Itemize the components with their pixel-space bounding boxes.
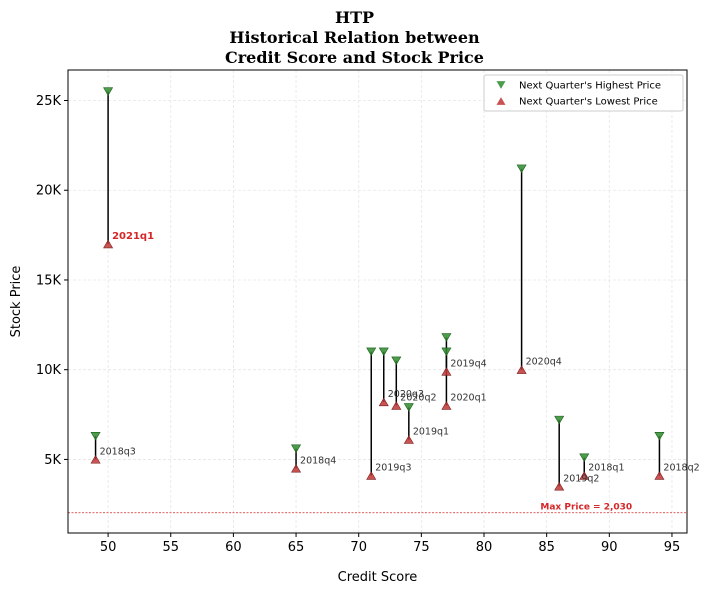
- y-tick-label: 10K: [36, 363, 62, 378]
- chart-title-line-2: Historical Relation between: [229, 28, 480, 47]
- quarter-label: 2018q3: [100, 446, 136, 457]
- y-tick-label: 20K: [36, 184, 62, 199]
- low-price-marker: [366, 471, 377, 480]
- x-axis-label: Credit Score: [338, 570, 418, 585]
- high-price-marker: [391, 356, 402, 366]
- low-price-marker: [403, 435, 414, 444]
- y-axis-label: Stock Price: [9, 266, 24, 338]
- low-price-marker: [654, 471, 665, 480]
- high-price-marker: [441, 333, 452, 342]
- high-price-marker: [554, 415, 565, 425]
- chart-title-line-3: Credit Score and Stock Price: [225, 48, 484, 67]
- high-price-marker: [90, 431, 101, 441]
- low-price-marker: [554, 481, 565, 491]
- quarter-label: 2018q2: [663, 463, 699, 474]
- quarter-label: 2019q1: [413, 427, 449, 438]
- x-tick-label: 65: [288, 540, 305, 555]
- x-tick-label: 75: [413, 540, 430, 555]
- quarter-label: 2019q4: [450, 358, 486, 369]
- legend-marker: [496, 97, 506, 105]
- high-price-marker: [403, 403, 414, 412]
- low-price-marker: [391, 401, 402, 410]
- chart-title-line-1: HTP: [334, 8, 375, 27]
- high-price-marker: [654, 431, 665, 441]
- high-price-marker: [291, 444, 302, 454]
- quarter-label: 2019q2: [563, 473, 599, 484]
- quarter-label: 2019q3: [375, 463, 411, 474]
- x-tick-label: 80: [476, 540, 493, 555]
- quarter-label: 2021q1: [112, 231, 154, 242]
- high-price-marker: [103, 87, 114, 96]
- low-price-marker: [516, 365, 527, 374]
- x-tick-label: 50: [100, 540, 117, 555]
- low-price-marker: [579, 471, 590, 480]
- x-tick-label: 60: [225, 540, 242, 555]
- low-price-marker: [90, 455, 101, 464]
- x-tick-label: 90: [601, 540, 618, 555]
- quarter-label: 2020q2: [400, 393, 436, 404]
- legend-marker: [496, 81, 506, 89]
- quarter-label: 2020q1: [450, 393, 486, 404]
- plot-frame: [67, 69, 688, 534]
- low-price-marker: [441, 367, 452, 376]
- legend-box: [483, 74, 684, 112]
- low-price-marker: [291, 463, 302, 473]
- low-price-marker: [103, 239, 114, 249]
- x-tick-label: 95: [664, 540, 681, 555]
- high-price-marker: [441, 347, 452, 357]
- y-tick-label: 15K: [36, 273, 62, 288]
- legend-label: Next Quarter's Highest Price: [519, 81, 661, 92]
- quarter-label: 2020q3: [388, 389, 424, 400]
- x-tick-label: 70: [350, 540, 367, 555]
- quarter-label: 2018q4: [300, 455, 336, 466]
- high-price-marker: [579, 453, 590, 463]
- low-price-marker: [378, 397, 389, 407]
- y-tick-label: 5K: [44, 453, 61, 468]
- high-price-marker: [366, 347, 377, 357]
- y-tick-label: 25K: [36, 94, 62, 109]
- x-tick-label: 85: [538, 540, 555, 555]
- high-price-marker: [378, 347, 389, 357]
- quarter-label: 2020q4: [526, 357, 562, 368]
- max-price-label: Max Price = 2,030: [540, 503, 632, 513]
- quarter-label: 2018q1: [588, 463, 624, 474]
- high-price-marker: [516, 164, 527, 174]
- legend-label: Next Quarter's Lowest Price: [519, 97, 658, 108]
- low-price-marker: [441, 401, 452, 410]
- x-tick-label: 55: [162, 540, 179, 555]
